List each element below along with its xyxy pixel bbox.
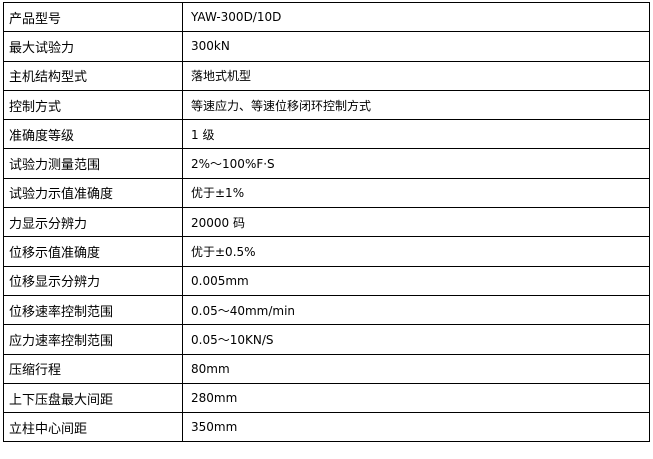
- table-row: 试验力示值准确度 优于±1%: [3, 177, 650, 209]
- spec-value: 300kN: [182, 31, 650, 62]
- table-row: 产品型号 YAW-300D/10D: [3, 1, 650, 33]
- spec-label: 最大试验力: [3, 31, 183, 62]
- spec-value: 1 级: [182, 119, 650, 150]
- spec-label: 试验力示值准确度: [3, 177, 183, 209]
- spec-label: 位移显示分辨力: [3, 265, 183, 296]
- spec-label: 产品型号: [3, 1, 183, 33]
- table-row: 位移速率控制范围 0.05～40mm/min: [3, 294, 650, 326]
- spec-value: 0.05～10KN/S: [182, 324, 650, 355]
- table-row: 立柱中心间距 350mm: [3, 412, 650, 443]
- spec-label: 立柱中心间距: [3, 412, 183, 443]
- spec-value: 20000 码: [182, 207, 650, 238]
- spec-label: 准确度等级: [3, 119, 183, 150]
- table-row: 位移示值准确度 优于±0.5%: [3, 236, 650, 267]
- table-row: 主机结构型式 落地式机型: [3, 60, 650, 91]
- spec-label: 上下压盘最大间距: [3, 382, 183, 414]
- spec-value: 等速应力、等速位移闭环控制方式: [182, 89, 650, 121]
- spec-label: 压缩行程: [3, 353, 183, 384]
- spec-value: 0.05～40mm/min: [182, 294, 650, 326]
- spec-value: 2%～100%F·S: [182, 148, 650, 179]
- table-row: 最大试验力 300kN: [3, 31, 650, 62]
- spec-table-body: 产品型号 YAW-300D/10D 最大试验力 300kN 主机结构型式 落地式机型 控制方…: [3, 1, 650, 443]
- table-row: 上下压盘最大间距 280mm: [3, 382, 650, 414]
- spec-value: 优于±1%: [182, 177, 650, 209]
- table-row: 位移显示分辨力 0.005mm: [3, 265, 650, 296]
- spec-label: 应力速率控制范围: [3, 324, 183, 355]
- spec-value: YAW-300D/10D: [182, 1, 650, 33]
- spec-label: 试验力测量范围: [3, 148, 183, 179]
- table-row: 控制方式 等速应力、等速位移闭环控制方式: [3, 89, 650, 121]
- spec-label: 主机结构型式: [3, 60, 183, 91]
- spec-value: 280mm: [182, 382, 650, 414]
- table-row: 试验力测量范围 2%～100%F·S: [3, 148, 650, 179]
- table-row: 压缩行程 80mm: [3, 353, 650, 384]
- table-row: 力显示分辨力 20000 码: [3, 207, 650, 238]
- spec-value: 350mm: [182, 412, 650, 443]
- spec-label: 控制方式: [3, 89, 183, 121]
- table-row: 应力速率控制范围 0.05～10KN/S: [3, 324, 650, 355]
- spec-label: 位移速率控制范围: [3, 294, 183, 326]
- spec-value: 80mm: [182, 353, 650, 384]
- spec-table: 产品型号 YAW-300D/10D 最大试验力 300kN 主机结构型式 落地式机型 控制方…: [3, 1, 650, 443]
- spec-value: 落地式机型: [182, 60, 650, 91]
- spec-value: 优于±0.5%: [182, 236, 650, 267]
- spec-label: 力显示分辨力: [3, 207, 183, 238]
- spec-value: 0.005mm: [182, 265, 650, 296]
- spec-label: 位移示值准确度: [3, 236, 183, 267]
- table-row: 准确度等级 1 级: [3, 119, 650, 150]
